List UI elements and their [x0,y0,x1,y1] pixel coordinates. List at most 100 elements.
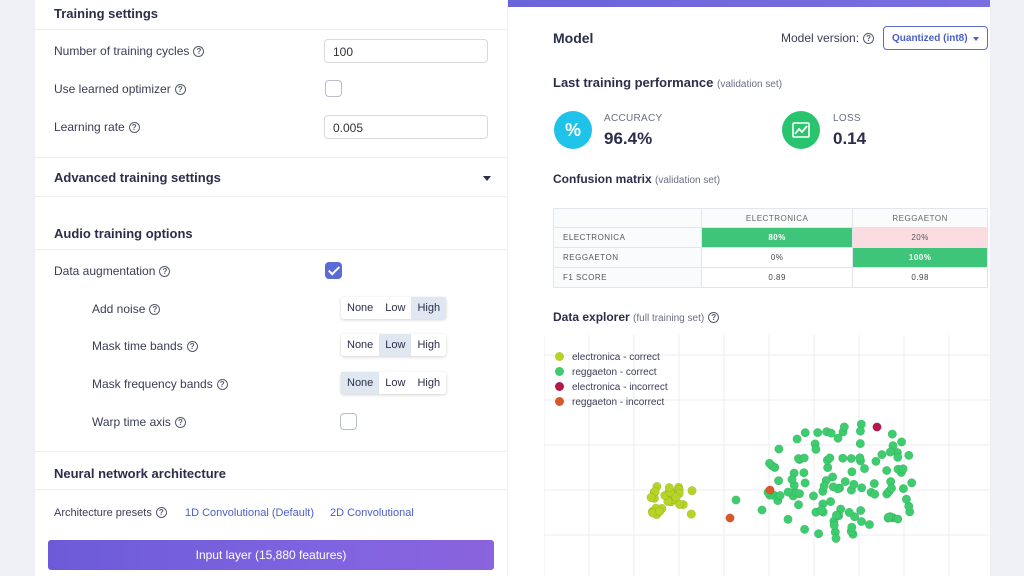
data-point [871,456,881,466]
add-noise-high[interactable]: High [411,297,447,319]
confusion-matrix-table: ELECTRONICA REGGAETON ELECTRONICA 80% 20… [553,208,988,288]
learning-rate-label: Learning rate? [54,120,140,134]
table-cell: 100% [852,247,988,268]
mask-time-high[interactable]: High [417,339,441,351]
training-cycles-label: Number of training cycles? [54,44,205,58]
mask-freq-low[interactable]: Low [385,377,406,389]
add-noise-selector[interactable]: None Low High [341,297,447,319]
data-point [792,434,802,444]
table-header-row: ELECTRONICA REGGAETON [553,208,988,228]
chevron-down-icon[interactable] [483,176,491,181]
table-row: REGGAETON 0% 100% [553,247,988,268]
help-icon[interactable]: ? [149,304,161,315]
mask-time-low[interactable]: Low [379,334,412,356]
training-settings-panel: Training settings Number of training cyc… [35,0,507,576]
data-point [800,428,810,438]
legend-dot [555,397,564,406]
audio-options-title: Audio training options [54,226,193,241]
help-icon[interactable]: ? [174,84,186,95]
loss-value: 0.14 [833,129,867,148]
data-point [898,464,908,474]
panel-top-bar [508,0,990,7]
table-cell: 0.89 [700,267,854,288]
data-point [757,505,767,515]
learned-optimizer-checkbox[interactable] [325,80,342,97]
learning-rate-input[interactable]: 0.005 [324,115,488,139]
data-point [686,509,696,519]
data-point [799,453,809,463]
data-point [829,520,839,530]
data-point [870,489,880,499]
data-point [828,482,838,492]
help-icon[interactable]: ? [159,266,171,277]
help-icon[interactable]: ? [155,507,167,518]
mask-frequency-bands-selector[interactable]: None Low High [341,372,447,394]
preset-1d-conv-link[interactable]: 1D Convolutional (Default) [185,507,315,519]
data-point [813,428,823,438]
data-point [787,474,797,484]
table-row: F1 SCORE 0.89 0.98 [553,267,988,288]
loss-label: LOSS [833,113,861,124]
row-header: F1 SCORE [553,267,702,288]
mask-time-bands-label: Mask time bands? [92,339,198,353]
data-point [887,429,897,439]
mask-freq-none[interactable]: None [341,372,380,394]
percent-icon: % [554,111,592,149]
model-title: Model [553,30,594,46]
table-cell: 20% [852,227,988,248]
model-panel: Model Model version:? Quantized (int8) L… [508,0,990,576]
help-icon[interactable]: ? [193,46,205,57]
legend-dot [555,352,564,361]
model-version-dropdown[interactable]: Quantized (int8) [883,26,988,50]
column-header: REGGAETON [852,208,988,228]
architecture-presets-label: Architecture presets? [54,507,167,519]
data-point [847,467,857,477]
data-explorer-scatter[interactable] [544,335,990,576]
data-point [775,490,785,501]
mask-freq-high[interactable]: High [417,377,441,389]
training-settings-title: Training settings [54,6,159,21]
data-point [855,439,865,449]
column-header: ELECTRONICA [700,208,854,228]
data-point [765,485,775,495]
mask-time-none[interactable]: None [347,339,374,351]
input-layer-block[interactable]: Input layer (15,880 features) [48,540,494,570]
help-icon[interactable]: ? [186,341,198,352]
data-point [655,506,665,517]
table-corner [553,208,702,228]
row-header: ELECTRONICA [553,227,702,248]
data-point [731,495,741,505]
advanced-training-toggle[interactable]: Advanced training settings [54,170,221,185]
preset-2d-conv-link[interactable]: 2D Convolutional [330,507,414,519]
data-point [901,494,911,504]
warp-time-axis-checkbox[interactable] [340,413,357,430]
data-augmentation-checkbox[interactable] [325,262,342,279]
mask-time-bands-selector[interactable]: None Low High [341,334,447,356]
training-cycles-input[interactable]: 100 [324,39,488,63]
data-point [883,512,893,522]
help-icon[interactable]: ? [863,33,875,44]
help-icon[interactable]: ? [174,417,186,428]
help-icon[interactable]: ? [128,122,140,133]
data-point [882,465,892,476]
data-explorer-title: Data explorer (full training set)? [553,310,720,324]
add-noise-low[interactable]: Low [385,302,406,314]
data-point [904,450,914,460]
help-icon[interactable]: ? [216,379,228,390]
data-point [811,444,821,454]
legend-item: reggaeton - incorrect [555,397,664,408]
table-cell: 80% [700,227,854,248]
data-point [855,426,865,436]
data-point [799,468,809,478]
data-point [856,516,867,527]
legend-item: electronica - correct [555,352,660,363]
data-point [897,437,907,447]
help-icon[interactable]: ? [708,312,720,323]
data-point [847,522,857,532]
add-noise-none[interactable]: None [347,302,374,314]
data-point [831,533,841,543]
data-point [646,492,656,502]
data-point [864,519,875,530]
mask-frequency-bands-label: Mask frequency bands? [92,377,228,391]
data-point [856,505,866,516]
